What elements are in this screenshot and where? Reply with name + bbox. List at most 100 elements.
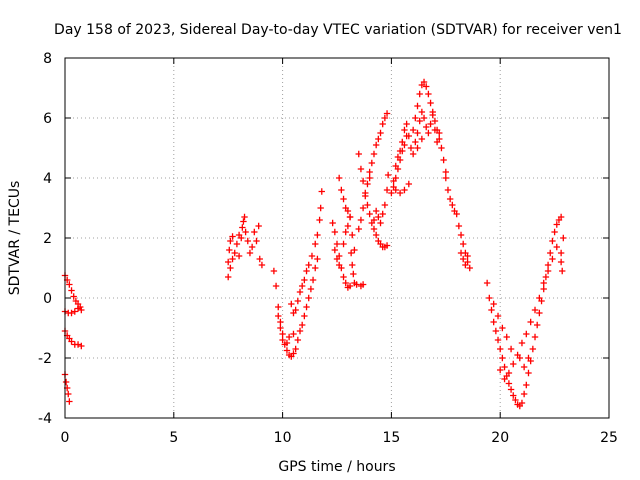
- data-point: [342, 279, 349, 287]
- data-point: [294, 297, 302, 305]
- data-point: [423, 83, 430, 90]
- data-point: [351, 246, 358, 254]
- data-point: [279, 336, 286, 344]
- data-point: [405, 180, 413, 188]
- data-point: [540, 285, 547, 293]
- data-point: [292, 306, 299, 314]
- x-tick-label: 15: [382, 430, 400, 446]
- data-point: [74, 341, 82, 348]
- data-point: [536, 309, 543, 317]
- data-point: [303, 267, 310, 275]
- data-point: [258, 261, 266, 269]
- data-point: [68, 287, 75, 294]
- data-point: [529, 345, 537, 353]
- data-point: [455, 222, 463, 230]
- data-point: [270, 267, 278, 275]
- data-point: [557, 249, 565, 257]
- data-point: [497, 366, 504, 374]
- data-point: [294, 336, 302, 344]
- data-point: [71, 308, 78, 315]
- data-point: [499, 354, 506, 362]
- data-point: [507, 345, 515, 353]
- data-point: [335, 174, 343, 182]
- data-point: [405, 132, 413, 140]
- y-tick-labels: -4 -2 0 2 4 6 8: [38, 51, 52, 427]
- data-point: [544, 261, 552, 269]
- data-point: [379, 120, 386, 128]
- data-point: [331, 246, 339, 254]
- data-point: [62, 378, 70, 386]
- data-point: [355, 225, 362, 233]
- data-point: [525, 354, 532, 362]
- data-point: [549, 255, 556, 263]
- data-point: [78, 342, 85, 350]
- data-point: [279, 330, 286, 338]
- data-point: [241, 213, 248, 221]
- data-point: [414, 102, 421, 110]
- data-point: [331, 228, 339, 236]
- data-point: [412, 138, 419, 146]
- y-tick-label: 4: [43, 171, 52, 187]
- chart-title: Day 158 of 2023, Sidereal Day-to-day VTE…: [54, 22, 622, 38]
- data-point: [557, 258, 565, 266]
- data-point: [425, 90, 432, 98]
- data-point: [557, 213, 565, 221]
- x-tick-label: 10: [274, 430, 292, 446]
- data-point: [392, 186, 399, 194]
- data-point: [497, 345, 504, 353]
- grid-lines: [65, 58, 609, 418]
- data-point: [357, 165, 365, 173]
- data-point: [349, 261, 356, 269]
- data-point: [303, 303, 310, 311]
- data-point: [366, 174, 373, 182]
- data-point: [229, 233, 236, 240]
- data-point: [510, 392, 517, 399]
- data-point: [340, 273, 347, 281]
- data-point: [366, 168, 373, 176]
- data-point: [346, 213, 354, 221]
- y-tick-label: -2: [38, 351, 52, 367]
- data-point: [283, 347, 291, 354]
- data-point: [290, 350, 297, 357]
- data-point: [66, 398, 73, 405]
- data-point: [312, 264, 319, 272]
- data-point: [364, 201, 371, 209]
- data-point: [464, 252, 471, 260]
- data-point: [366, 210, 373, 218]
- data-point: [553, 221, 560, 228]
- data-point: [370, 216, 378, 224]
- data-point: [520, 363, 528, 371]
- data-point: [381, 114, 389, 122]
- data-point: [359, 177, 367, 185]
- data-point: [296, 288, 304, 296]
- data-point: [255, 222, 262, 230]
- data-point: [483, 279, 491, 287]
- data-point: [444, 186, 452, 194]
- data-point: [357, 216, 365, 224]
- data-point: [486, 294, 493, 302]
- data-point: [68, 309, 75, 317]
- data-point: [231, 249, 238, 257]
- data-point: [285, 333, 293, 341]
- data-point: [381, 201, 389, 209]
- data-point: [531, 306, 539, 314]
- data-point: [494, 312, 502, 320]
- data-point: [314, 231, 321, 239]
- data-point: [296, 327, 304, 335]
- data-point: [225, 258, 232, 266]
- data-point: [379, 210, 386, 218]
- data-point: [312, 240, 319, 248]
- data-point: [425, 129, 432, 137]
- data-point: [516, 354, 523, 362]
- data-point: [301, 276, 308, 284]
- data-point: [78, 306, 85, 314]
- data-point: [347, 249, 355, 257]
- data-point: [229, 255, 236, 263]
- data-point: [420, 78, 428, 86]
- data-point: [383, 110, 391, 117]
- data-point: [314, 255, 321, 263]
- data-point: [246, 249, 254, 257]
- data-point: [65, 390, 72, 398]
- data-point: [74, 305, 82, 312]
- data-point: [449, 201, 456, 209]
